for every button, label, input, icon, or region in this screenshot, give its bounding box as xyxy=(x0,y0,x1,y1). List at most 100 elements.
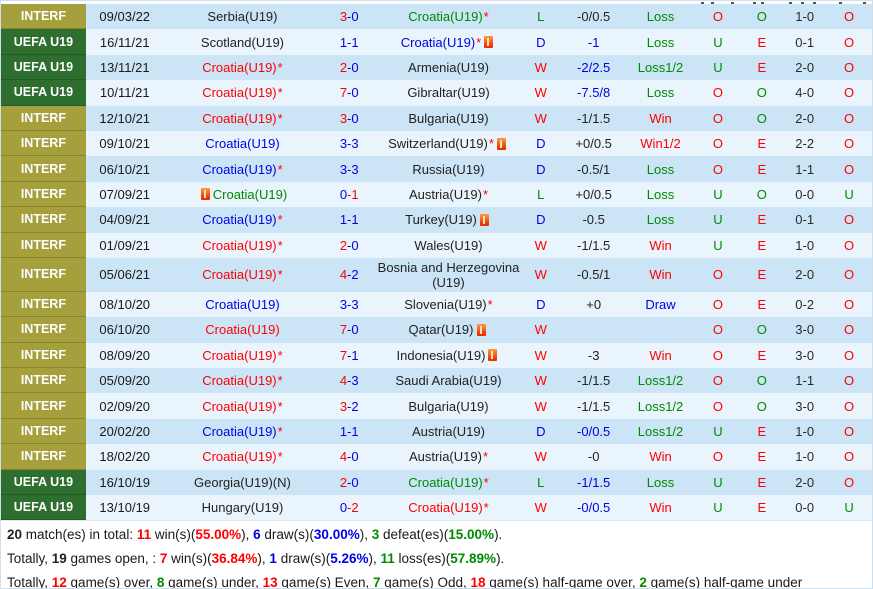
team-name[interactable]: Croatia(U19) xyxy=(202,237,277,253)
full-time-score: 3 -3 xyxy=(321,292,377,317)
league-badge[interactable]: INTERF xyxy=(1,291,86,318)
away-team-cell: Turkey(U19) xyxy=(377,207,520,232)
team-name[interactable]: Turkey(U19) xyxy=(405,212,477,228)
team-name[interactable]: Switzerland(U19) xyxy=(388,136,488,152)
red-card-icon xyxy=(479,213,489,226)
star-marker: * xyxy=(277,59,283,75)
team-name[interactable]: Croatia(U19) xyxy=(202,267,277,283)
star-marker: * xyxy=(277,398,283,414)
league-badge[interactable]: INTERF xyxy=(1,393,86,419)
half-time-score: 0-1 xyxy=(795,34,815,50)
team-name[interactable]: Scotland(U19) xyxy=(200,34,285,50)
league-badge[interactable]: UEFA U19 xyxy=(1,80,86,106)
score-part: -3 xyxy=(347,161,359,177)
half-game-over-under-flag: O xyxy=(844,424,855,440)
summary-text: game(s) over, xyxy=(66,575,157,589)
team-name[interactable]: Croatia(U19) xyxy=(202,161,277,177)
team-name[interactable]: Austria(U19) xyxy=(408,186,482,202)
league-badge[interactable]: INTERF xyxy=(1,257,86,292)
league-badge[interactable]: UEFA U19 xyxy=(1,469,86,496)
team-name[interactable]: Croatia(U19) xyxy=(202,110,277,126)
team-name[interactable]: Croatia(U19) xyxy=(205,322,280,338)
team-name[interactable]: Croatia(U19) xyxy=(212,186,288,202)
full-time-score: 2 -0 xyxy=(321,233,377,258)
league-badge[interactable]: INTERF xyxy=(1,342,86,369)
odd-even-flag: E xyxy=(757,449,767,465)
away-team-cell: Saudi Arabia(U19) xyxy=(377,368,520,393)
over-under-flag: O xyxy=(712,449,723,465)
score-part: 3 xyxy=(339,136,348,152)
team-name[interactable]: Croatia(U19) xyxy=(202,449,277,465)
team-name[interactable]: Serbia(U19) xyxy=(207,9,278,25)
team-name[interactable]: Croatia(U19) xyxy=(205,136,280,152)
team-name[interactable]: Croatia(U19) xyxy=(408,9,483,25)
win-draw-loss-letter: W xyxy=(534,398,547,414)
league-badge[interactable]: INTERF xyxy=(1,317,86,343)
league-badge[interactable]: UEFA U19 xyxy=(1,54,86,81)
match-row: INTERF 02/09/20 Croatia(U19) * 3 -2 Bulgar… xyxy=(1,393,872,419)
summary-stat-value: 11 xyxy=(136,527,152,543)
team-name[interactable]: Gibraltar(U19) xyxy=(407,85,490,101)
win-draw-loss-letter: W xyxy=(534,500,547,516)
team-name[interactable]: Russia(U19) xyxy=(412,161,485,177)
league-label: INTERF xyxy=(20,237,66,252)
team-name[interactable]: Croatia(U19) xyxy=(202,398,277,414)
league-badge[interactable]: INTERF xyxy=(1,444,86,470)
home-team-cell: Croatia(U19) * xyxy=(164,343,322,368)
team-name[interactable]: Bosnia and Herzegovina (U19) xyxy=(377,259,520,290)
over-under-flag: U xyxy=(713,59,723,75)
odd-even-flag: O xyxy=(756,373,767,389)
results-table: INTERF 09/03/22 Serbia(U19) 3 -0 Croatia(… xyxy=(1,4,872,521)
team-name[interactable]: Croatia(U19) xyxy=(400,34,476,50)
team-name[interactable]: Croatia(U19) xyxy=(202,59,277,75)
team-name[interactable]: Qatar(U19) xyxy=(408,322,474,338)
team-name[interactable]: Croatia(U19) xyxy=(202,347,277,363)
league-badge[interactable]: INTERF xyxy=(1,232,86,258)
team-name[interactable]: Austria(U19) xyxy=(412,424,485,440)
score-part: 2 xyxy=(339,59,348,75)
half-game-over-under-flag: U xyxy=(844,500,854,516)
away-team-cell: Wales(U19) xyxy=(377,233,520,258)
score-part: -0 xyxy=(347,449,359,465)
team-name[interactable]: Austria(U19) xyxy=(408,449,482,465)
summary-stat-value: 3 xyxy=(371,527,380,543)
clipped-header-row xyxy=(1,1,872,4)
team-name[interactable]: Croatia(U19) xyxy=(408,500,483,516)
team-name[interactable]: Bulgaria(U19) xyxy=(408,398,489,414)
league-badge[interactable]: UEFA U19 xyxy=(1,29,86,55)
team-name[interactable]: Georgia(U19)(N) xyxy=(194,474,291,490)
summary: 20 match(es) in total: 11 win(s)(55.00%)… xyxy=(1,520,872,589)
team-name[interactable]: Indonesia(U19) xyxy=(396,347,486,363)
score-part: 1 xyxy=(339,34,348,50)
team-name[interactable]: Slovenia(U19) xyxy=(404,297,487,313)
asian-handicap-line: -0.5 xyxy=(582,212,605,228)
team-name[interactable]: Croatia(U19) xyxy=(202,212,277,228)
league-badge[interactable]: UEFA U19 xyxy=(1,495,86,521)
half-game-over-under-flag: O xyxy=(844,85,855,101)
win-draw-loss-letter: L xyxy=(537,474,545,490)
team-name[interactable]: Croatia(U19) xyxy=(205,297,280,313)
league-badge[interactable]: INTERF xyxy=(1,4,86,30)
league-badge[interactable]: INTERF xyxy=(1,418,86,445)
team-name[interactable]: Croatia(U19) xyxy=(202,373,277,389)
full-time-score: 2 -0 xyxy=(321,470,377,495)
team-name[interactable]: Croatia(U19) xyxy=(202,85,277,101)
team-name[interactable]: Wales(U19) xyxy=(414,237,483,253)
league-badge[interactable]: INTERF xyxy=(1,368,86,394)
star-marker: * xyxy=(277,347,283,363)
handicap-result: Draw xyxy=(645,297,676,313)
league-badge[interactable]: INTERF xyxy=(1,105,86,131)
team-name[interactable]: Croatia(U19) xyxy=(202,424,277,440)
league-label: UEFA U19 xyxy=(13,500,74,515)
team-name[interactable]: Croatia(U19) xyxy=(408,474,483,490)
team-name[interactable]: Hungary(U19) xyxy=(201,500,284,516)
league-badge[interactable]: INTERF xyxy=(1,156,86,182)
summary-text: game(s) under, xyxy=(164,575,263,589)
team-name[interactable]: Bulgaria(U19) xyxy=(408,110,489,126)
league-badge[interactable]: INTERF xyxy=(1,207,86,233)
league-badge[interactable]: INTERF xyxy=(1,130,86,157)
team-name[interactable]: Armenia(U19) xyxy=(408,59,489,75)
full-time-score: 3 -0 xyxy=(321,4,377,29)
team-name[interactable]: Saudi Arabia(U19) xyxy=(395,373,502,389)
league-badge[interactable]: INTERF xyxy=(1,181,86,208)
